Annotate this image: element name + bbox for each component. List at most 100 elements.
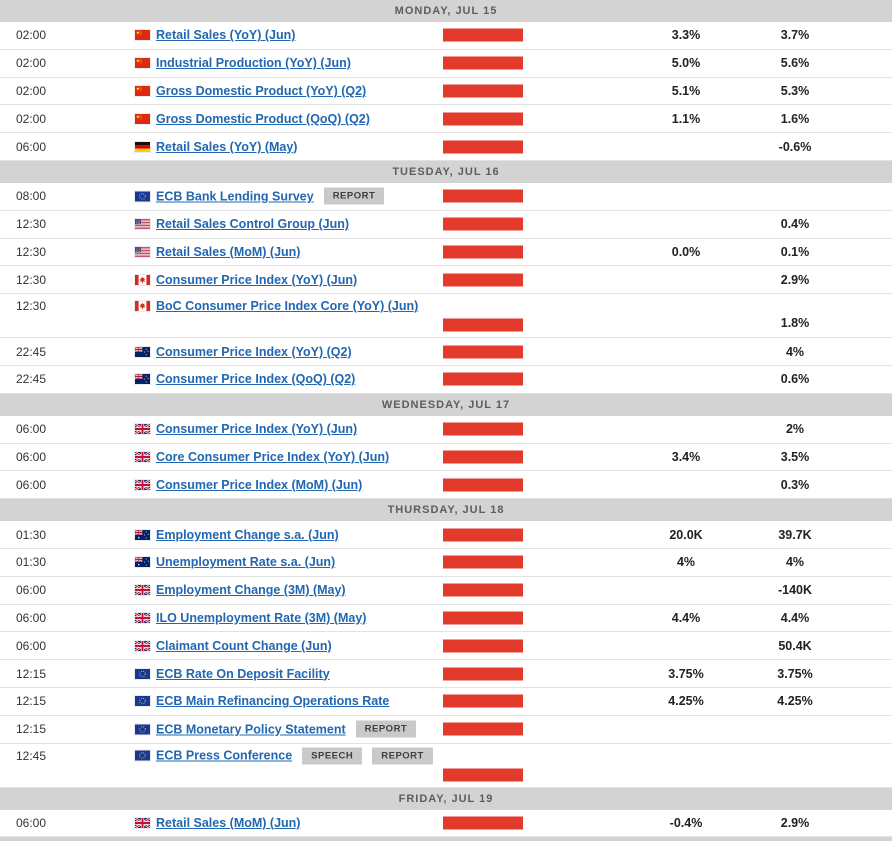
forecast-value: 3.75%	[668, 666, 704, 681]
flag-united-states-icon	[135, 219, 150, 229]
forecast-value: 3.4%	[671, 449, 701, 464]
report-badge[interactable]: REPORT	[355, 720, 417, 738]
previous-value: 0.6%	[780, 372, 810, 387]
event-time: 22:45	[16, 344, 47, 359]
speech-badge[interactable]: SPEECH	[302, 747, 363, 765]
next-day-header-partial	[0, 837, 892, 841]
previous-value: 2.9%	[780, 815, 810, 830]
event-link[interactable]: Consumer Price Index (QoQ) (Q2)	[156, 372, 356, 387]
flag-new-zealand-icon	[135, 347, 150, 357]
day-header-thursday: THURSDAY, JUL 18	[0, 499, 892, 522]
event-link[interactable]: ILO Unemployment Rate (3M) (May)	[156, 610, 367, 625]
event-link[interactable]: ECB Press Conference	[156, 748, 293, 763]
event-link[interactable]: Retail Sales (MoM) (Jun)	[156, 244, 301, 259]
event-link[interactable]: Retail Sales (YoY) (May)	[156, 139, 298, 154]
event-row: 12:30 Consumer Price Index (YoY) (Jun) 2…	[0, 266, 892, 295]
impact-bar-icon	[443, 583, 523, 597]
event-row: 06:00 ILO Unemployment Rate (3M) (May) 4…	[0, 604, 892, 633]
flag-canada-icon	[135, 275, 150, 285]
event-row: 02:00 Gross Domestic Product (QoQ) (Q2) …	[0, 105, 892, 134]
event-link[interactable]: Gross Domestic Product (QoQ) (Q2)	[156, 111, 370, 126]
previous-value: 2%	[785, 422, 805, 437]
event-link[interactable]: Consumer Price Index (MoM) (Jun)	[156, 477, 363, 492]
impact-bar-icon	[443, 667, 523, 681]
event-link[interactable]: Core Consumer Price Index (YoY) (Jun)	[156, 449, 390, 464]
event-link[interactable]: Retail Sales Control Group (Jun)	[156, 217, 350, 232]
event-row: 06:00 Retail Sales (YoY) (May) -0.6%	[0, 133, 892, 161]
event-link[interactable]: ECB Bank Lending Survey	[156, 189, 314, 204]
day-header-friday: FRIDAY, JUL 19	[0, 787, 892, 810]
forecast-value: 4.25%	[668, 694, 704, 709]
forecast-value: 1.1%	[671, 111, 701, 126]
flag-new-zealand-icon	[135, 374, 150, 384]
forecast-value: 0.0%	[671, 244, 701, 259]
impact-bar-icon	[443, 84, 523, 98]
day-header-wednesday: WEDNESDAY, JUL 17	[0, 393, 892, 416]
previous-value: 3.5%	[780, 449, 810, 464]
event-link[interactable]: ECB Monetary Policy Statement	[156, 722, 346, 737]
event-link[interactable]: ECB Main Refinancing Operations Rate	[156, 694, 390, 709]
event-link[interactable]: Consumer Price Index (YoY) (Jun)	[156, 422, 358, 437]
forecast-value: -0.4%	[669, 815, 703, 830]
previous-value: 4%	[785, 344, 805, 359]
previous-value: 1.8%	[780, 316, 810, 331]
event-link[interactable]: Claimant Count Change (Jun)	[156, 638, 332, 653]
impact-bar-icon	[443, 478, 523, 492]
event-time: 06:00	[16, 449, 47, 464]
event-link[interactable]: Employment Change s.a. (Jun)	[156, 527, 339, 542]
event-link[interactable]: Consumer Price Index (YoY) (Jun)	[156, 272, 358, 287]
impact-bar-icon	[443, 768, 523, 782]
event-time: 02:00	[16, 28, 47, 43]
impact-bar-icon	[443, 555, 523, 569]
previous-value: 50.4K	[778, 638, 812, 653]
flag-china-icon	[135, 86, 150, 96]
flag-china-icon	[135, 114, 150, 124]
flag-united-states-icon	[135, 247, 150, 257]
report-badge[interactable]: REPORT	[372, 747, 433, 765]
event-link[interactable]: ECB Rate On Deposit Facility	[156, 666, 330, 681]
event-time: 12:15	[16, 694, 47, 709]
report-badge[interactable]: REPORT	[323, 187, 385, 205]
flag-european-union-icon	[135, 696, 150, 706]
event-row: 12:15 ECB Main Refinancing Operations Ra…	[0, 687, 892, 716]
event-time: 12:30	[16, 244, 47, 259]
flag-european-union-icon	[135, 724, 150, 734]
event-time: 22:45	[16, 372, 47, 387]
event-time: 12:15	[16, 666, 47, 681]
event-link[interactable]: Industrial Production (YoY) (Jun)	[156, 56, 351, 71]
impact-bar-icon	[443, 639, 523, 653]
forecast-value: 3.3%	[671, 28, 701, 43]
event-row: 06:00 Claimant Count Change (Jun) 50.4K	[0, 632, 892, 661]
event-link[interactable]: Retail Sales (MoM) (Jun)	[156, 815, 301, 830]
previous-value: 3.75%	[777, 666, 813, 681]
previous-value: 5.3%	[780, 83, 810, 98]
previous-value: 4%	[785, 555, 805, 570]
event-row: 06:00 Consumer Price Index (YoY) (Jun) 2…	[0, 415, 892, 444]
event-time: 12:45	[16, 748, 47, 763]
event-time: 12:30	[16, 299, 47, 314]
flag-united-kingdom-icon	[135, 641, 150, 651]
event-time: 01:30	[16, 555, 47, 570]
flag-european-union-icon	[135, 751, 150, 761]
previous-value: 5.6%	[780, 56, 810, 71]
event-time: 02:00	[16, 56, 47, 71]
event-link[interactable]: BoC Consumer Price Index Core (YoY) (Jun…	[156, 299, 419, 314]
impact-bar-icon	[443, 816, 523, 830]
event-link[interactable]: Gross Domestic Product (YoY) (Q2)	[156, 83, 367, 98]
event-row: 12:30 BoC Consumer Price Index Core (YoY…	[0, 294, 892, 339]
impact-bar-icon	[443, 189, 523, 203]
previous-value: -0.6%	[778, 139, 812, 154]
event-link[interactable]: Retail Sales (YoY) (Jun)	[156, 28, 296, 43]
event-time: 06:00	[16, 422, 47, 437]
event-row: 06:00 Core Consumer Price Index (YoY) (J…	[0, 443, 892, 472]
event-row: 22:45 Consumer Price Index (YoY) (Q2) 4%	[0, 338, 892, 366]
day-header-monday: MONDAY, JUL 15	[0, 0, 892, 22]
forecast-value: 20.0K	[669, 527, 703, 542]
flag-european-union-icon	[135, 191, 150, 201]
impact-bar-icon	[443, 245, 523, 259]
event-link[interactable]: Consumer Price Index (YoY) (Q2)	[156, 344, 352, 359]
event-row: 02:00 Gross Domestic Product (YoY) (Q2) …	[0, 77, 892, 106]
flag-canada-icon	[135, 301, 150, 311]
event-link[interactable]: Unemployment Rate s.a. (Jun)	[156, 555, 336, 570]
event-link[interactable]: Employment Change (3M) (May)	[156, 583, 346, 598]
